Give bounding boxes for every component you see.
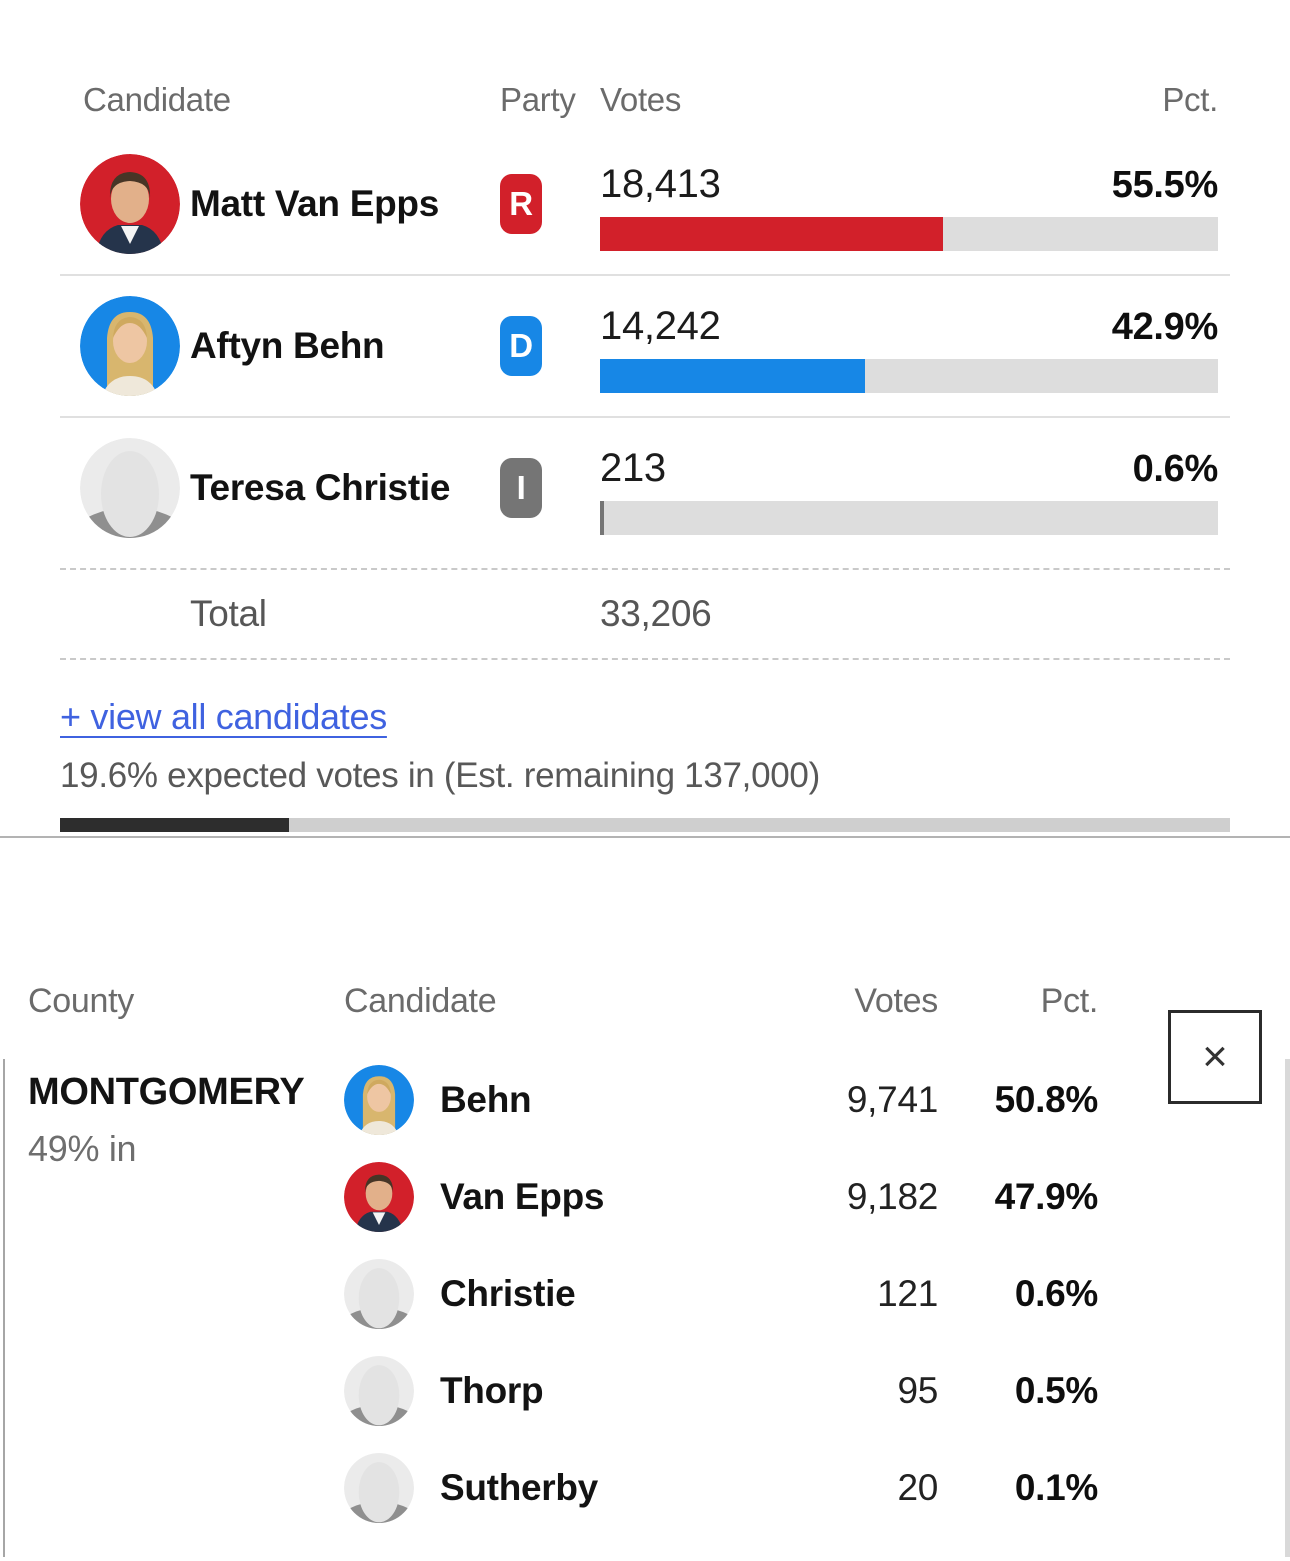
party-badge: R [500, 174, 542, 234]
county-candidate-row: Christie 121 0.6% [344, 1245, 1098, 1342]
county-candidate-row: Van Epps 9,182 47.9% [344, 1148, 1098, 1245]
vote-pct: 0.1% [1014, 1466, 1098, 1508]
vote-pct: 0.5% [1014, 1369, 1098, 1411]
candidate-photo-avatar [344, 1161, 414, 1232]
county-candidate-row: Sutherby 20 0.1% [344, 1439, 1098, 1536]
county-table-header: County Candidate Votes Pct. [0, 981, 1290, 1021]
vote-pct: 47.9% [994, 1175, 1099, 1217]
vote-pct: 0.6% [1014, 1272, 1098, 1314]
expected-votes-progress-fill [60, 818, 290, 832]
candidate-name: Christie [440, 1272, 576, 1314]
county-candidate-row: Thorp 95 0.5% [344, 1342, 1098, 1439]
candidate-photo-avatar [80, 296, 180, 396]
candidate-name: Van Epps [440, 1175, 605, 1217]
vote-pct: 55.5% [1111, 163, 1219, 206]
party-badge: D [500, 316, 542, 376]
vote-share-bar-fill [600, 216, 943, 251]
vote-share-bar-track [600, 216, 1218, 251]
candidate-row: Aftyn Behn D 14,242 42.9% [60, 274, 1230, 416]
county-candidate-row: Behn 9,741 50.8% [344, 1051, 1098, 1148]
statewide-results-panel: Candidate Party Votes Pct. Matt Van Epps… [60, 0, 1230, 832]
vote-count: 14,242 [600, 303, 721, 348]
total-votes: 33,206 [600, 593, 712, 634]
header-party: Party [500, 81, 576, 118]
vote-pct: 50.8% [994, 1078, 1099, 1120]
section-divider [0, 836, 1290, 838]
county-name: MONTGOMERY [28, 1071, 305, 1113]
candidate-placeholder-avatar [344, 1258, 414, 1329]
header-candidate: Candidate [83, 81, 231, 118]
candidate-placeholder-avatar [80, 438, 180, 538]
candidate-photo-avatar [80, 154, 180, 254]
divider [60, 658, 1230, 660]
view-all-link[interactable]: + view all candidates [60, 696, 387, 737]
candidate-name: Aftyn Behn [190, 325, 385, 366]
scrollbar[interactable] [1285, 1059, 1290, 1557]
vote-pct: 0.6% [1132, 447, 1219, 490]
vote-share-bar-fill [600, 500, 604, 535]
close-icon: × [1202, 1032, 1228, 1081]
vote-count: 95 [897, 1369, 938, 1411]
candidate-row: Teresa Christie I 213 0.6% [60, 416, 1230, 558]
vote-share-bar-track [600, 358, 1218, 393]
close-button[interactable]: × [1168, 1010, 1262, 1104]
candidate-name: Sutherby [440, 1466, 598, 1508]
county-reporting: 49% in [28, 1128, 137, 1169]
total-row: Total 33,206 [60, 570, 1230, 658]
vote-count: 213 [600, 445, 666, 490]
header-pct: Pct. [1040, 982, 1099, 1020]
vote-count: 18,413 [600, 161, 721, 206]
vote-count: 20 [897, 1466, 938, 1508]
candidate-placeholder-avatar [344, 1452, 414, 1523]
divider [60, 568, 1230, 570]
vote-share-bar-track [600, 500, 1218, 535]
vote-pct: 42.9% [1111, 305, 1219, 348]
county-detail-panel: × County Candidate Votes Pct. MONTGOMERY… [0, 981, 1290, 1561]
party-badge: I [500, 458, 542, 518]
vote-count: 9,741 [846, 1078, 938, 1120]
results-table-header: Candidate Party Votes Pct. [60, 0, 1230, 134]
total-label: Total [190, 593, 267, 634]
candidate-name: Thorp [440, 1369, 544, 1411]
header-votes: Votes [600, 81, 682, 118]
header-candidate: Candidate [344, 982, 497, 1020]
header-county: County [28, 982, 134, 1020]
candidate-row: Matt Van Epps R 18,413 55.5% [60, 134, 1230, 274]
expected-votes-progress-track [60, 818, 1230, 832]
header-votes: Votes [854, 982, 938, 1020]
candidate-placeholder-avatar [344, 1355, 414, 1426]
header-pct: Pct. [1162, 81, 1218, 118]
vote-count: 9,182 [846, 1175, 938, 1217]
candidate-photo-avatar [344, 1064, 414, 1135]
candidate-name: Teresa Christie [190, 467, 451, 508]
vote-share-bar-fill [600, 358, 866, 393]
vote-count: 121 [877, 1272, 938, 1314]
expected-votes-note: 19.6% expected votes in (Est. remaining … [60, 756, 820, 795]
county-scroll-area: MONTGOMERY 49% in Behn 9,741 50.8% [0, 1051, 1290, 1557]
candidate-name: Behn [440, 1078, 532, 1120]
candidate-name: Matt Van Epps [190, 183, 439, 224]
